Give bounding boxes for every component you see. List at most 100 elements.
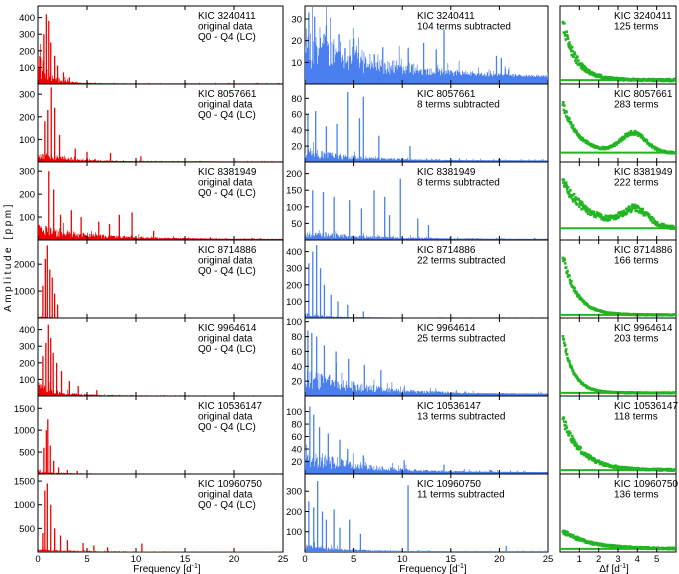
y-tick-label: 40 [291, 445, 302, 456]
spacing-point [570, 194, 574, 198]
spacing-point [621, 214, 625, 217]
spacing-point [562, 100, 565, 104]
spacing-point [640, 211, 644, 215]
spacing-point [598, 75, 602, 79]
spacing-point [632, 131, 636, 135]
panel-note: Q0 - Q4 (LC) [198, 266, 256, 277]
spacing-point [563, 420, 566, 423]
spacing-point [634, 205, 638, 209]
spacing-point [639, 207, 642, 211]
star-label: KIC 8381949 [614, 167, 673, 178]
spacing-point [619, 214, 622, 217]
spacing-point [610, 76, 614, 79]
y-tick-label: 100 [286, 297, 302, 308]
panel-note: Q0 - Q4 (LC) [198, 188, 256, 199]
spacing-point [570, 364, 573, 368]
spacing-point [585, 70, 589, 74]
star-label: KIC 8381949 [417, 167, 476, 178]
spacing-point [565, 187, 569, 191]
spacing-point [588, 210, 592, 213]
y-tick-label: 60 [291, 110, 302, 121]
spacing-point [562, 108, 566, 112]
x-tick-label: 0 [35, 554, 40, 565]
spacing-point [634, 209, 638, 213]
spacing-point [569, 431, 572, 435]
spacing-point [579, 203, 583, 207]
spacing-point [572, 441, 575, 445]
spacing-point [586, 453, 590, 456]
star-label: KIC 9964614 [417, 323, 476, 334]
spacing-point [569, 188, 572, 192]
spacing-point [566, 430, 570, 433]
spacing-point [584, 139, 587, 142]
x-tick-label: 20 [229, 554, 240, 565]
spacing-point [629, 129, 633, 133]
spacing-point [562, 338, 566, 341]
spacing-point [570, 122, 573, 126]
spacing-point [589, 540, 592, 544]
y-tick-label: 20 [291, 36, 302, 47]
spacing-point [563, 427, 567, 431]
spacing-point [570, 53, 574, 57]
spacing-point [564, 266, 568, 269]
panel-note: original data [198, 256, 253, 267]
y-tick-label: 1500 [14, 477, 35, 488]
spacing-point [584, 66, 588, 70]
spacing-point [592, 459, 596, 462]
spacing-point [565, 353, 569, 356]
spacing-point [566, 118, 569, 121]
spacing-point [627, 207, 630, 211]
y-tick-label: 300 [286, 487, 302, 498]
panel-note: Q0 - Q4 (LC) [198, 422, 256, 433]
y-tick-label: 1000 [14, 426, 35, 437]
star-label: KIC 3240411 [417, 11, 475, 22]
spacing-point [612, 217, 616, 221]
spacing-point [563, 262, 567, 265]
y-tick-label: 60 [291, 432, 302, 443]
spacing-point [565, 271, 569, 275]
spacing-point [572, 55, 575, 58]
spacing-point [583, 65, 586, 68]
spacing-point [561, 335, 565, 338]
spacing-point [569, 47, 573, 51]
spacing-point [598, 459, 601, 463]
star-label: KIC 8381949 [198, 167, 257, 178]
x-tick-label: 3 [615, 554, 620, 565]
spacing-point [570, 437, 573, 441]
y-tick-label: 300 [286, 264, 302, 275]
x-tick-label: 25 [278, 554, 289, 565]
spacing-point [570, 280, 573, 283]
spacing-point [573, 286, 576, 290]
y-tick-label: 200 [19, 46, 35, 57]
spacing-point [574, 373, 577, 377]
spacing-point [625, 211, 629, 215]
spacing-point [605, 217, 609, 221]
spacing-point [569, 120, 573, 124]
star-label: KIC 10960750 [614, 479, 678, 490]
spacing-point [570, 366, 574, 369]
y-tick-label: 40 [291, 126, 302, 137]
y-tick-label: 100 [286, 407, 302, 418]
spacing-point [577, 133, 581, 137]
spacing-point [608, 218, 611, 222]
panel-frame [559, 317, 677, 397]
spacing-point [600, 542, 604, 546]
spacing-point [635, 545, 639, 549]
y-tick-label: 60 [291, 347, 302, 358]
spacing-point [563, 423, 567, 427]
spacing-point [594, 461, 598, 464]
y-tick-label: 50 [291, 219, 302, 230]
spacing-point [636, 204, 639, 208]
spacing-point [620, 210, 624, 214]
spacing-point [568, 360, 571, 363]
spacing-point [572, 192, 576, 196]
spacing-point [586, 141, 590, 144]
spacing-point [655, 223, 658, 227]
spacing-point [563, 104, 566, 107]
